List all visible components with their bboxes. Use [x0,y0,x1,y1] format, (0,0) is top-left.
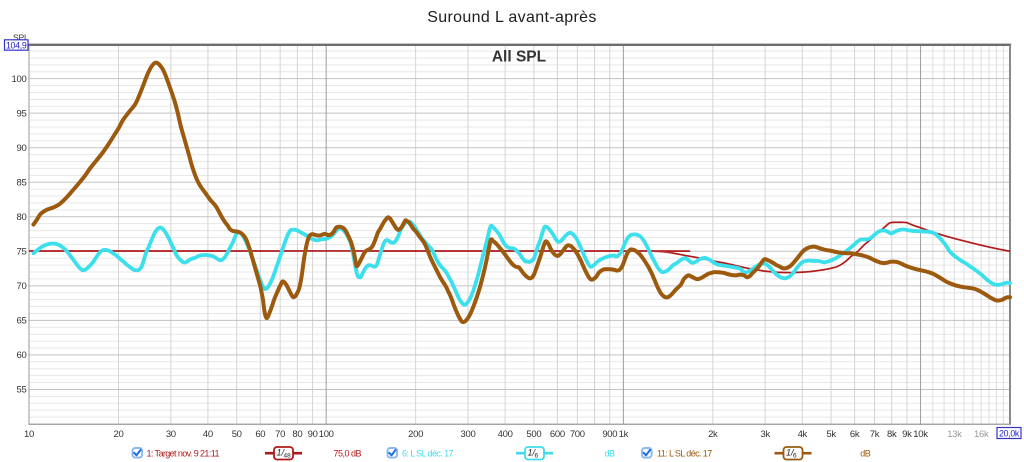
svg-text:700: 700 [570,429,585,440]
svg-text:5k: 5k [826,429,836,440]
svg-text:9k: 9k [902,429,912,440]
svg-text:90: 90 [17,143,27,154]
svg-text:dB: dB [860,449,871,459]
svg-text:10k: 10k [913,429,928,440]
svg-text:16k: 16k [974,429,989,440]
svg-text:1/: 1/ [277,448,286,458]
svg-text:100: 100 [12,74,27,85]
svg-text:400: 400 [498,429,513,440]
svg-text:75: 75 [17,247,27,258]
svg-text:10: 10 [24,429,34,440]
svg-text:6k: 6k [850,429,860,440]
svg-text:65: 65 [17,316,27,327]
svg-text:6: 6 [535,453,539,460]
svg-text:80: 80 [292,429,302,440]
svg-text:20,0k: 20,0k [999,428,1020,438]
svg-text:75,0 dB: 75,0 dB [333,449,361,459]
svg-text:40: 40 [203,429,213,440]
svg-text:11: L SL déc. 17: 11: L SL déc. 17 [657,449,712,459]
svg-text:1/: 1/ [528,448,537,458]
svg-text:6: 6 [793,453,797,460]
svg-text:1: Target nov. 9 21:11: 1: Target nov. 9 21:11 [147,449,220,459]
svg-text:SPL: SPL [13,33,29,43]
svg-text:7k: 7k [870,429,880,440]
svg-text:30: 30 [166,429,176,440]
svg-text:Suround L avant-après: Suround L avant-après [427,9,597,26]
svg-text:60: 60 [17,350,27,361]
svg-text:48: 48 [284,453,292,460]
svg-text:104,9: 104,9 [6,40,27,50]
svg-text:100: 100 [319,429,334,440]
svg-text:95: 95 [17,109,27,120]
svg-text:200: 200 [408,429,423,440]
svg-text:600: 600 [550,429,565,440]
svg-text:4k: 4k [798,429,808,440]
svg-text:2k: 2k [708,429,718,440]
svg-text:dB: dB [604,449,615,459]
svg-text:60: 60 [255,429,265,440]
svg-text:90: 90 [308,429,318,440]
svg-text:500: 500 [526,429,541,440]
svg-text:70: 70 [17,281,27,292]
svg-text:20: 20 [114,429,124,440]
svg-text:70: 70 [275,429,285,440]
svg-text:6: L SL déc. 17: 6: L SL déc. 17 [402,449,453,459]
svg-text:1k: 1k [619,429,629,440]
svg-text:80: 80 [17,212,27,223]
svg-text:300: 300 [461,429,476,440]
svg-text:All SPL: All SPL [492,49,546,66]
svg-text:3k: 3k [760,429,770,440]
svg-text:55: 55 [17,385,27,396]
svg-text:1/: 1/ [786,448,795,458]
svg-text:13k: 13k [947,429,962,440]
svg-text:8k: 8k [887,429,897,440]
svg-text:50: 50 [232,429,242,440]
svg-text:900: 900 [602,429,617,440]
svg-text:85: 85 [17,178,27,189]
